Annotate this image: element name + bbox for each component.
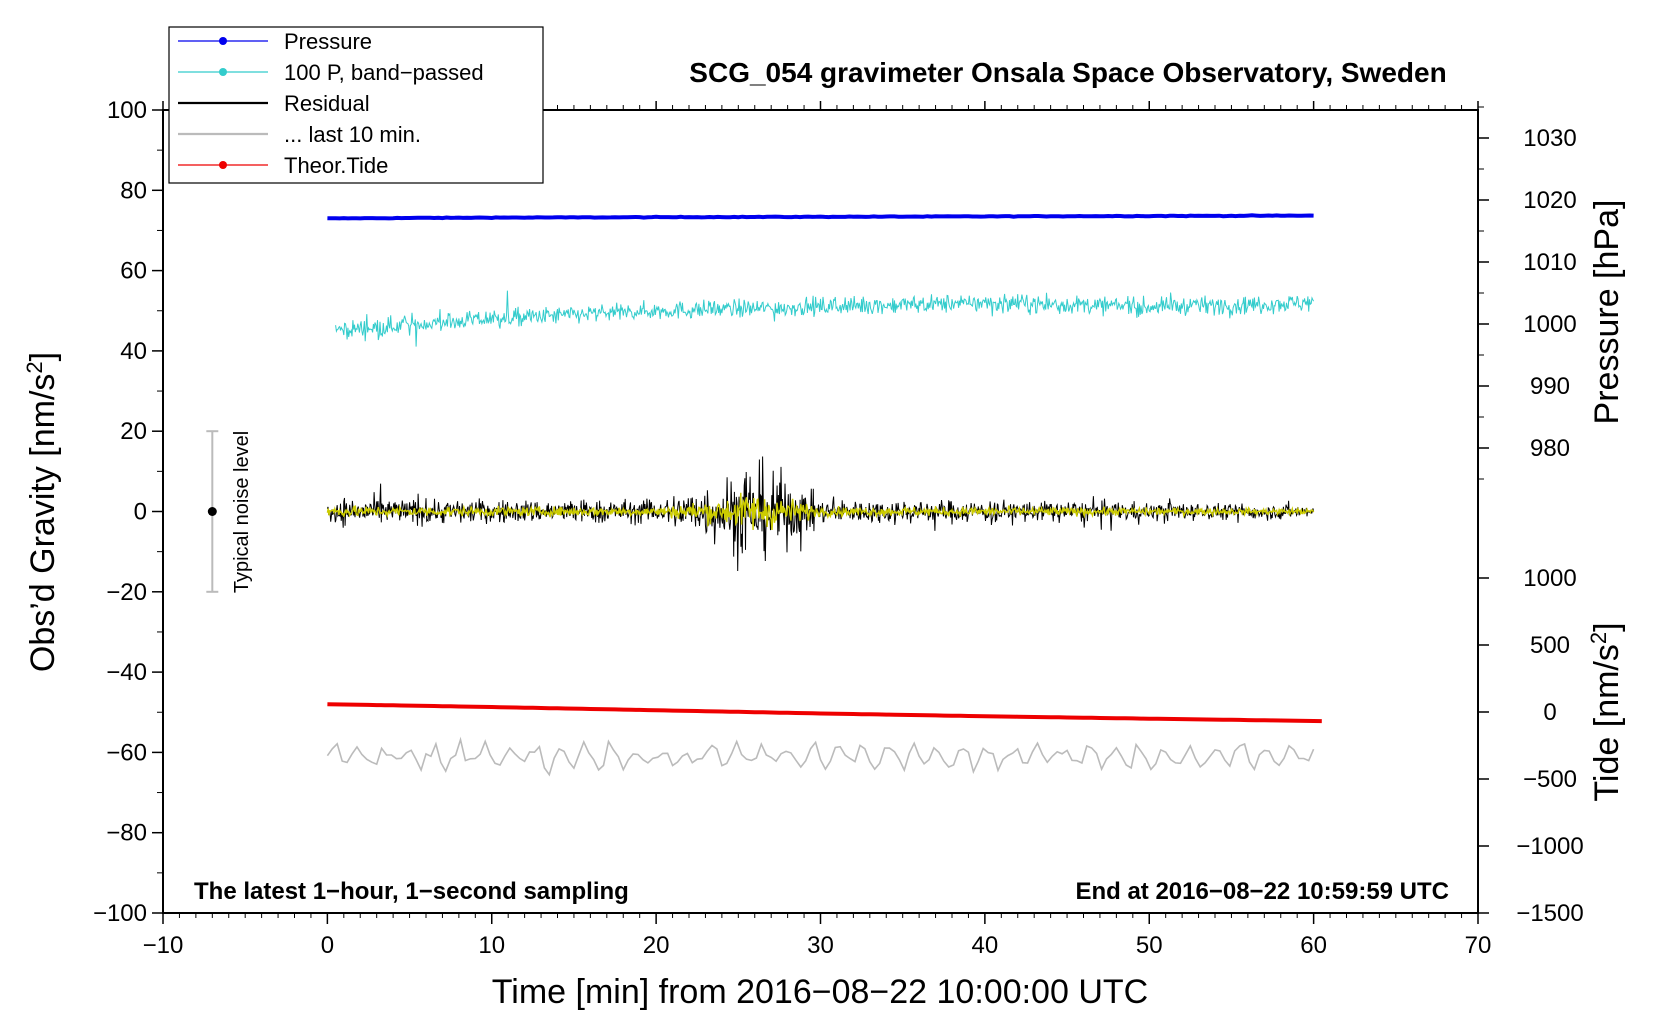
tide-tick-label: −500 <box>1523 766 1577 793</box>
y-axis-title-pressure: Pressure [hPa] <box>1588 200 1626 425</box>
y-tick-label: 40 <box>120 338 147 365</box>
legend-label-2: Residual <box>284 91 370 116</box>
x-tick-label: 10 <box>478 932 505 959</box>
legend-label-1: 100 P, band−passed <box>284 60 484 85</box>
sampling-note: The latest 1−hour, 1−second sampling <box>194 878 629 905</box>
y-axis-title-tide: Tide [nm/s2] <box>1586 622 1627 801</box>
y-tick-label: 20 <box>120 418 147 445</box>
pressure-tick-label: 990 <box>1530 373 1570 400</box>
tide-tick-label: −1000 <box>1516 833 1583 860</box>
pressure-tick-label: 980 <box>1530 435 1570 462</box>
legend-marker-4 <box>219 161 227 169</box>
tide-tick-label: 500 <box>1530 632 1570 659</box>
legend-items: Pressure 100 P, band−passed Residual ... la… <box>178 29 484 178</box>
noise-level-label: Typical noise level <box>231 431 253 593</box>
x-tick-label: −10 <box>143 932 184 959</box>
series-residual <box>326 456 1315 572</box>
legend-box <box>168 26 544 184</box>
series-band-passed-pressure <box>335 290 1315 347</box>
y-tick-label: −100 <box>93 900 147 927</box>
pressure-axis-ticks: 1030 1020 1010 1000 990 980 <box>1478 106 1577 480</box>
legend-label-3: ... last 10 min. <box>284 122 421 147</box>
series-pressure <box>327 213 1314 221</box>
pressure-tick-label: 1010 <box>1523 249 1576 276</box>
pressure-tick-label: 1020 <box>1523 187 1576 214</box>
x-tick-label: 50 <box>1136 932 1163 959</box>
y-tick-label: 0 <box>134 499 147 526</box>
series-last-10-min <box>326 736 1315 777</box>
series-residual-smoothed <box>326 492 1315 531</box>
y-tick-label: −80 <box>106 820 147 847</box>
x-tick-label: 40 <box>972 932 999 959</box>
x-axis-ticks: −10 0 10 20 30 40 50 60 70 <box>143 101 1492 959</box>
legend-marker-1 <box>219 68 227 76</box>
tide-tick-label: 0 <box>1543 699 1556 726</box>
y-axis-title-left: Obs’d Gravity [nm/s2] <box>22 352 63 672</box>
tide-tick-label: −1500 <box>1516 900 1583 927</box>
chart-title: SCG_054 gravimeter Onsala Space Observat… <box>689 57 1446 88</box>
y-tick-label: 60 <box>120 258 147 285</box>
y-tick-label: −60 <box>106 739 147 766</box>
x-tick-label: 0 <box>321 932 334 959</box>
x-tick-label: 60 <box>1300 932 1327 959</box>
y-axis-ticks: 100 80 60 40 20 0 −20 −40 −60 −80 −100 <box>93 97 163 927</box>
noise-level-bar <box>206 430 219 593</box>
end-time-note: End at 2016−08−22 10:59:59 UTC <box>1075 878 1449 905</box>
y-tick-label: −20 <box>106 579 147 606</box>
pressure-tick-label: 1000 <box>1523 311 1576 338</box>
legend-label-4: Theor.Tide <box>284 153 388 178</box>
y-tick-label: 80 <box>120 177 147 204</box>
series-layer <box>326 213 1322 777</box>
x-tick-label: 70 <box>1465 932 1492 959</box>
minor-ticks <box>157 105 1463 918</box>
y-tick-label: 100 <box>107 97 147 124</box>
series-theoretical-tide <box>327 702 1322 724</box>
x-axis-title: Time [min] from 2016−08−22 10:00:00 UTC <box>492 973 1148 1011</box>
x-tick-label: 30 <box>807 932 834 959</box>
legend: Pressure 100 P, band−passed Residual ... la… <box>168 26 544 184</box>
y-tick-label: −40 <box>106 659 147 686</box>
noise-bar-center-dot <box>207 507 217 516</box>
x-tick-label: 20 <box>643 932 670 959</box>
tide-axis-ticks: 1000 500 0 −500 −1000 −1500 <box>1478 565 1584 927</box>
pressure-tick-label: 1030 <box>1523 125 1576 152</box>
legend-label-0: Pressure <box>284 29 372 54</box>
tide-tick-label: 1000 <box>1523 565 1576 592</box>
legend-marker-0 <box>219 37 227 45</box>
